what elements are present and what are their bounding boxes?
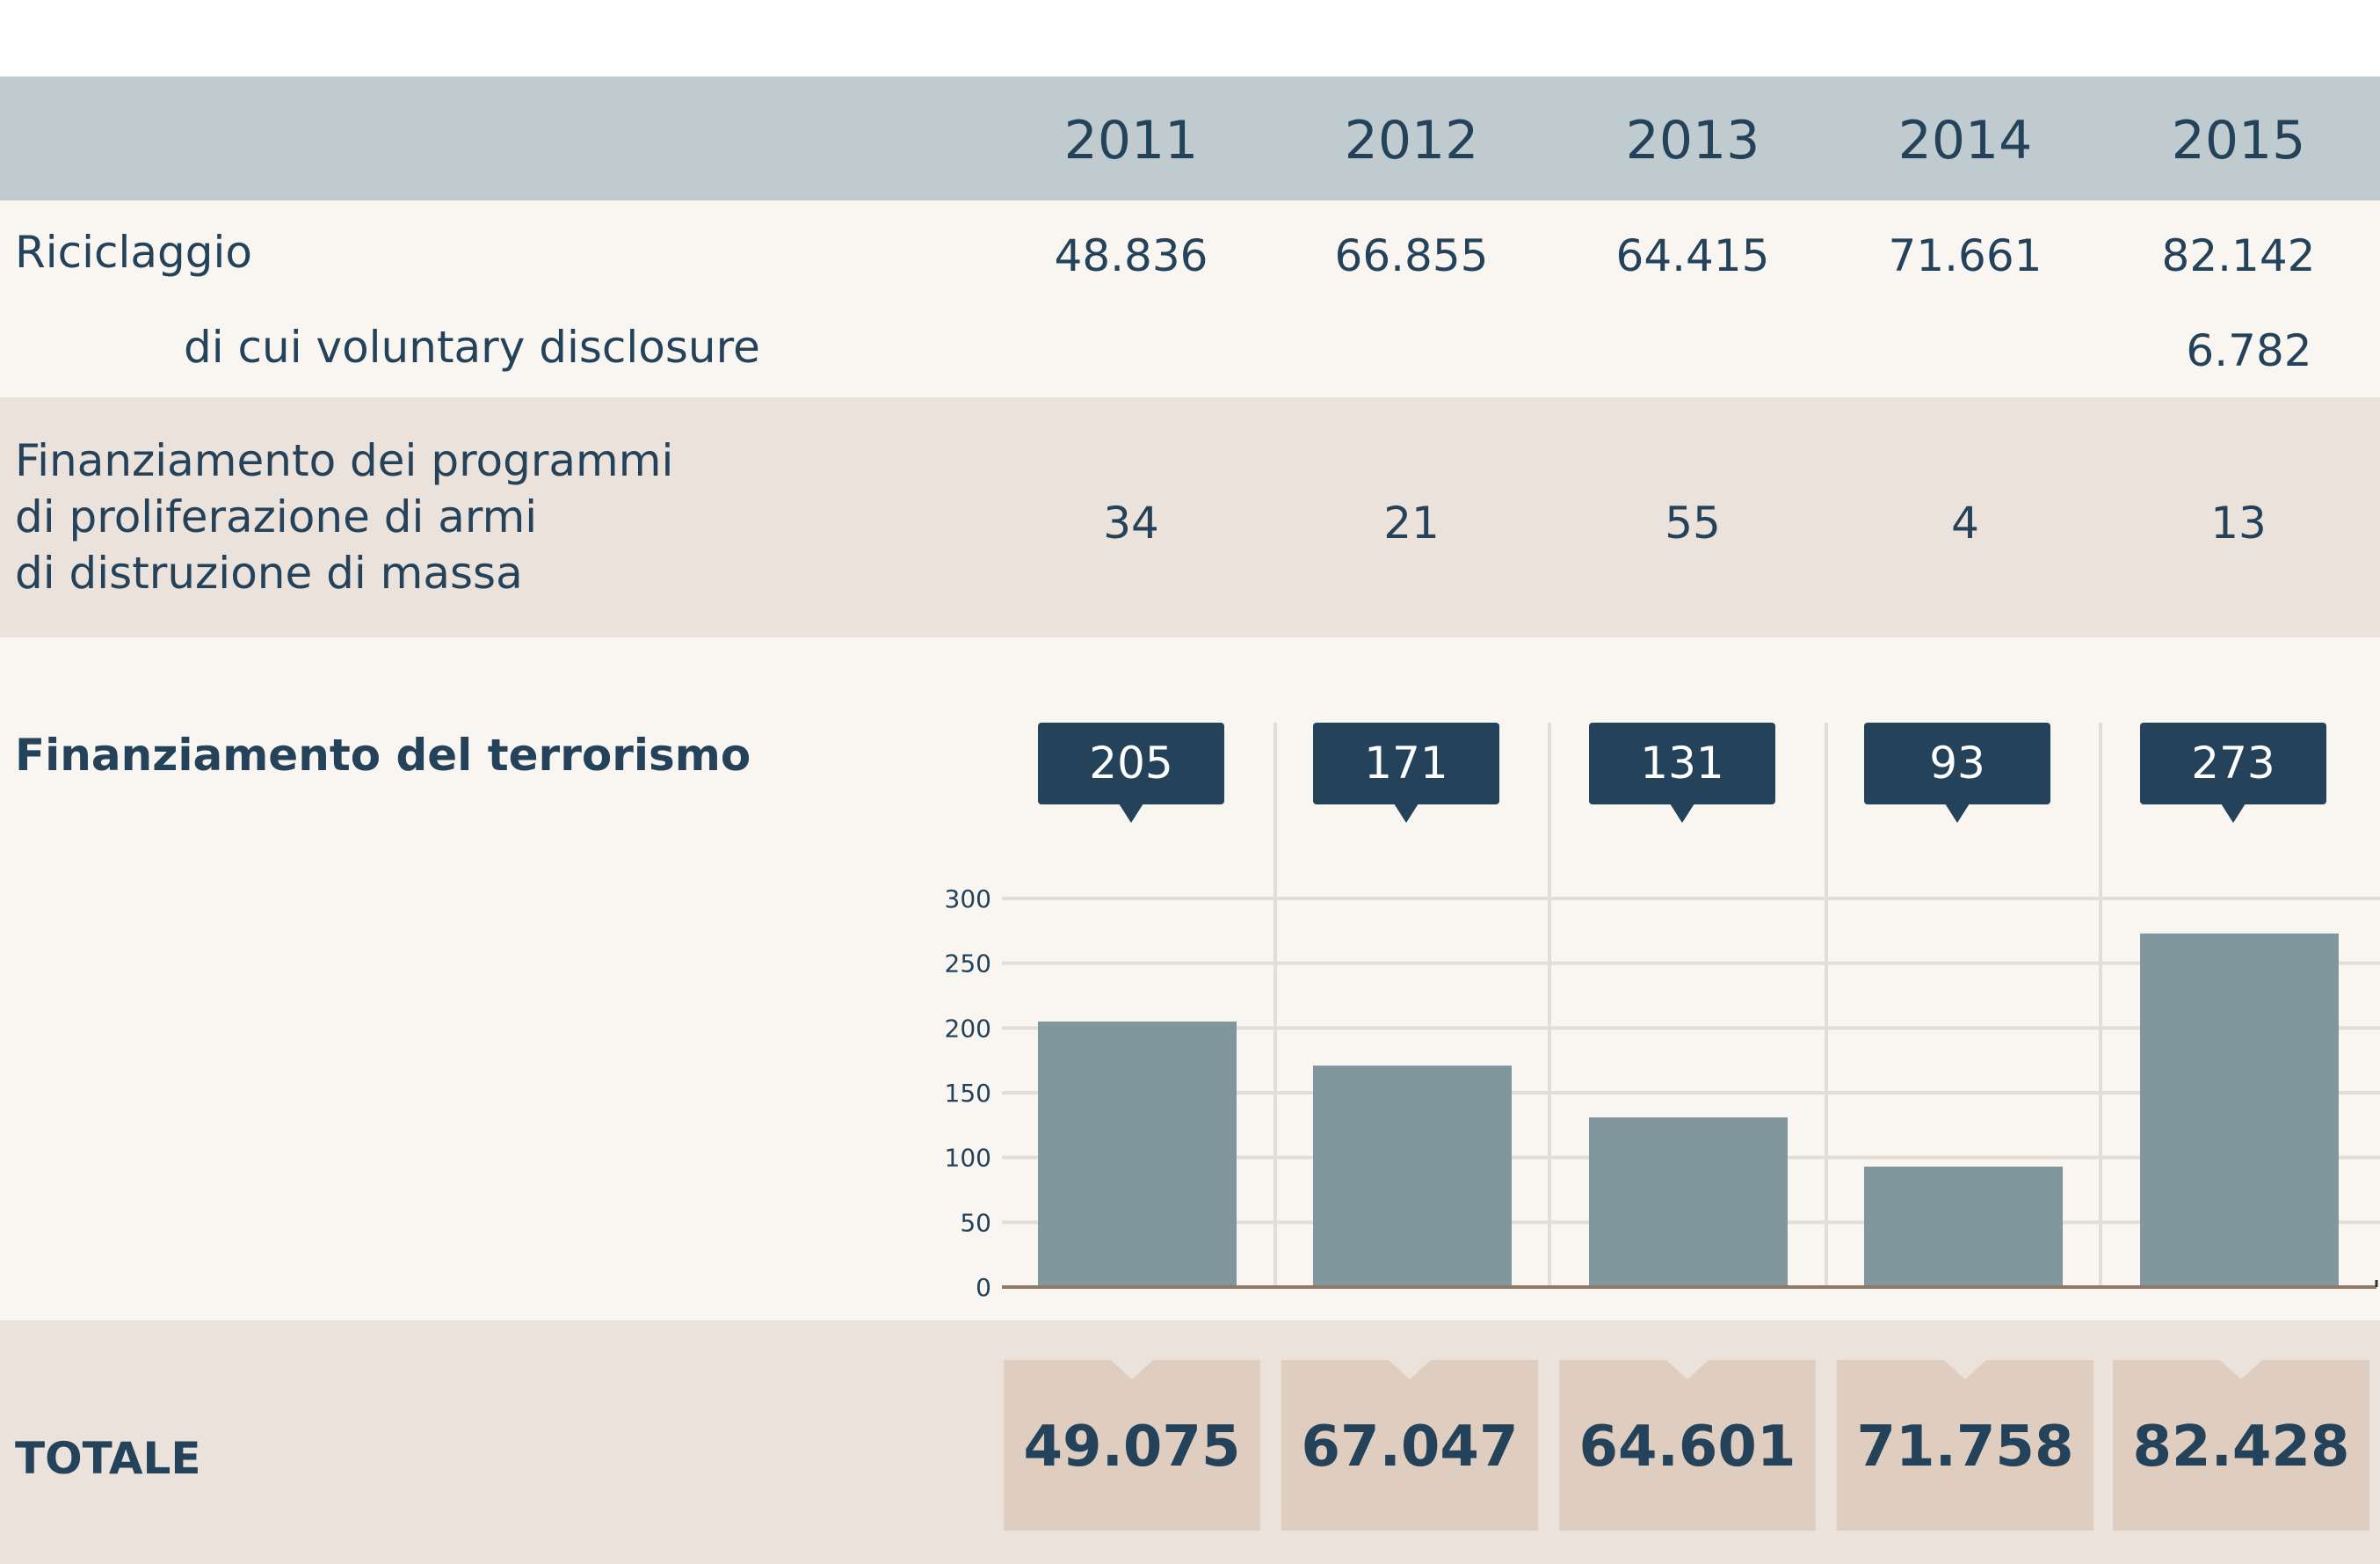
proliferazione-value-2012: 21: [1383, 498, 1440, 549]
totale-box-2011: 49.075: [1004, 1360, 1260, 1531]
riciclaggio-value-2011: 48.836: [1054, 230, 1208, 281]
year-header-2012: 2012: [1344, 110, 1479, 171]
totale-value: 67.047: [1301, 1415, 1519, 1480]
proliferazione-label: Finanziamento dei programmi di prolifera…: [15, 433, 673, 601]
proliferazione-value-2015: 13: [2210, 498, 2267, 549]
header-band: [0, 76, 2380, 200]
totale-label: TOTALE: [15, 1433, 201, 1484]
proliferazione-value-2011: 34: [1103, 498, 1159, 549]
proliferazione-label-line: Finanziamento dei programmi: [15, 435, 674, 486]
terrorismo-label: Finanziamento del terrorismo: [15, 730, 751, 781]
voluntary-value-2015: 6.782: [2186, 325, 2312, 376]
notch-marker: [2220, 1360, 2262, 1379]
riciclaggio-label: Riciclaggio: [15, 227, 252, 278]
proliferazione-label-line: di proliferazione di armi: [15, 491, 538, 542]
year-header-2015: 2015: [2171, 110, 2306, 171]
notch-marker: [1111, 1360, 1153, 1379]
notch-marker: [1666, 1360, 1709, 1379]
year-header-2013: 2013: [1625, 110, 1760, 171]
riciclaggio-value-2015: 82.142: [2161, 230, 2316, 281]
proliferazione-value-2013: 55: [1665, 498, 1721, 549]
totale-value: 49.075: [1023, 1415, 1241, 1480]
totale-value: 71.758: [1856, 1415, 2074, 1480]
riciclaggio-band: [0, 200, 2380, 397]
totale-box-2014: 71.758: [1837, 1360, 2093, 1531]
totale-box-2015: 82.428: [2113, 1360, 2369, 1531]
riciclaggio-value-2014: 71.661: [1888, 230, 2043, 281]
proliferazione-label-line: di distruzione di massa: [15, 548, 523, 599]
year-header-2011: 2011: [1063, 110, 1199, 171]
notch-marker: [1389, 1360, 1431, 1379]
proliferazione-band: [0, 397, 2380, 637]
totale-box-2012: 67.047: [1281, 1360, 1538, 1531]
totale-value: 82.428: [2132, 1415, 2350, 1480]
notch-marker: [1944, 1360, 1986, 1379]
totale-value: 64.601: [1578, 1415, 1796, 1480]
proliferazione-value-2014: 4: [1951, 498, 1979, 549]
riciclaggio-value-2012: 66.855: [1334, 230, 1489, 281]
riciclaggio-value-2013: 64.415: [1615, 230, 1770, 281]
voluntary-label: di cui voluntary disclosure: [184, 322, 760, 373]
year-header-2014: 2014: [1897, 110, 2033, 171]
totale-box-2013: 64.601: [1559, 1360, 1816, 1531]
